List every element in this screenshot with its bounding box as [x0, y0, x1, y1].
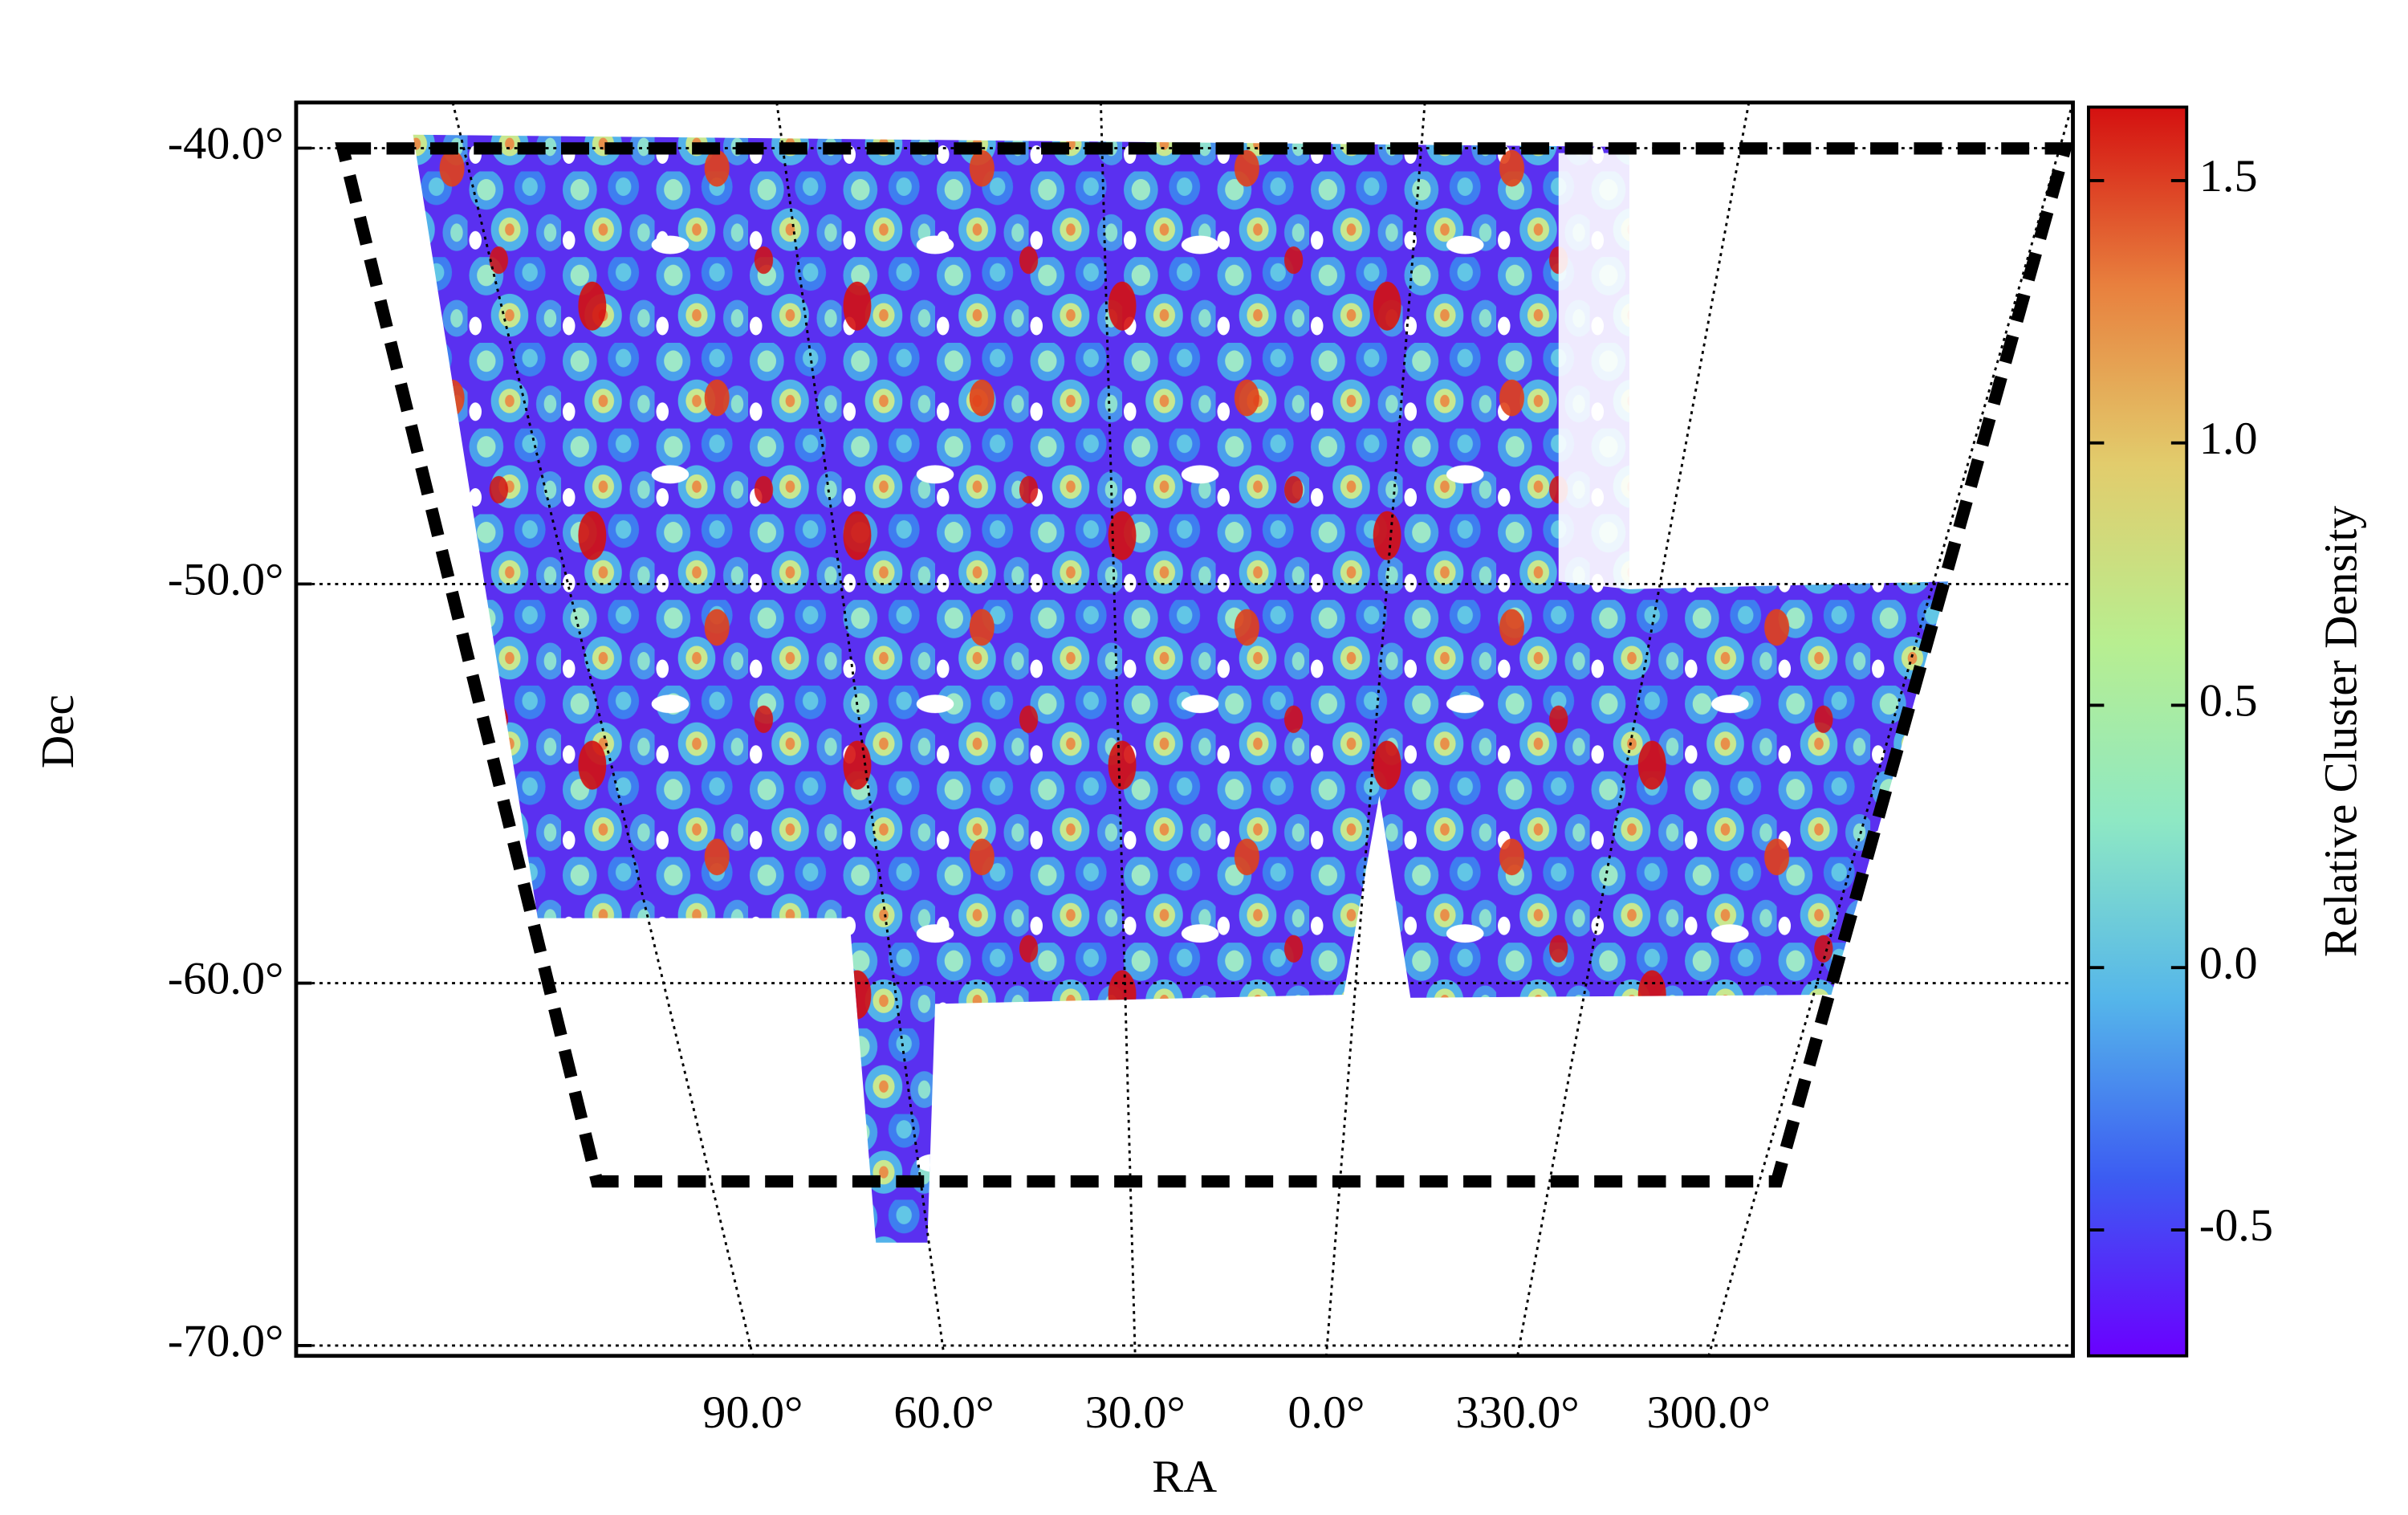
x-tick-label: 300.0°	[1647, 1388, 1771, 1438]
density-field	[413, 134, 1949, 1243]
colorbar-tick-label: -0.5	[2199, 1201, 2273, 1251]
grid-line	[451, 102, 755, 1357]
y-tick-label: -40.0°	[168, 119, 284, 169]
plot-frame	[294, 100, 2075, 1358]
colorbar	[2087, 105, 2189, 1358]
colorbar-tick-label: 0.0	[2199, 939, 2258, 988]
footprint-outline	[335, 142, 2073, 1188]
y-tick-label: -50.0°	[168, 555, 284, 605]
y-tick-label: -70.0°	[168, 1317, 284, 1366]
x-tick-label: 30.0°	[1085, 1388, 1186, 1438]
colorbar-label: Relative Cluster Density	[2316, 506, 2367, 957]
y-axis-label: Dec	[33, 694, 84, 768]
x-axis-label: RA	[1152, 1452, 1217, 1502]
grid-line	[1516, 102, 1751, 1357]
x-tick-label: 0.0°	[1287, 1388, 1365, 1438]
colorbar-tick-label: 1.0	[2199, 413, 2258, 463]
grid-line	[1324, 102, 1426, 1356]
x-tick-label: 60.0°	[893, 1388, 994, 1438]
colorbar-tick-label: 1.5	[2199, 152, 2258, 202]
grid-line	[1707, 102, 2074, 1357]
y-tick-label: -60.0°	[168, 954, 284, 1004]
x-tick-label: 330.0°	[1455, 1388, 1579, 1438]
x-tick-label: 90.0°	[702, 1388, 803, 1438]
grid-line	[1099, 102, 1137, 1356]
colorbar-tick-label: 0.5	[2199, 676, 2258, 726]
grid	[295, 102, 2074, 1357]
